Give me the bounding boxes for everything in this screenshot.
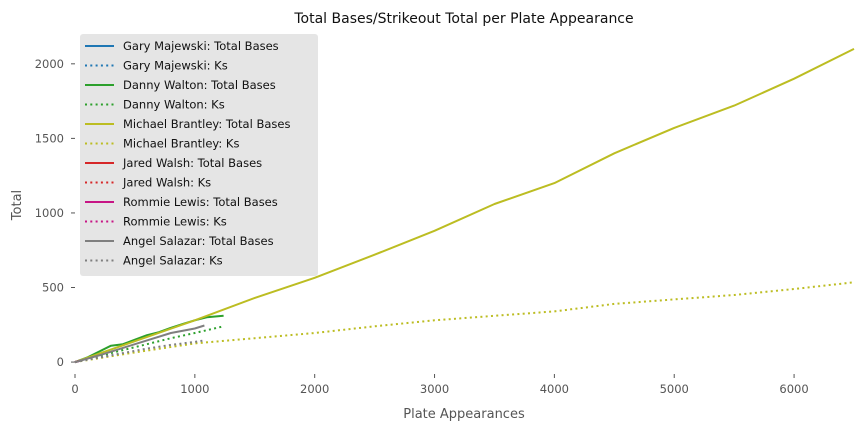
x-tick-label: 0 <box>71 382 78 396</box>
x-tick-label: 2000 <box>300 382 329 396</box>
legend: Gary Majewski: Total Bases Gary Majewski:… <box>80 34 318 276</box>
legend-entry: Angel Salazar: Ks <box>123 254 223 268</box>
series-line-michael-brantley-total-bases <box>74 48 855 364</box>
x-tick-label: 3000 <box>420 382 449 396</box>
y-axis-label: Total <box>10 190 25 221</box>
legend-entry: Angel Salazar: Total Bases <box>123 234 274 248</box>
x-tick-label: 1000 <box>180 382 209 396</box>
legend-box <box>80 34 318 276</box>
legend-entry: Gary Majewski: Total Bases <box>123 39 279 53</box>
legend-entry: Danny Walton: Ks <box>123 98 225 112</box>
y-tick-label: 0 <box>57 355 64 369</box>
series-line-michael-brantley-ks <box>74 281 855 364</box>
series-line-danny-walton-ks <box>74 325 224 364</box>
chart-title: Total Bases/Strikeout Total per Plate Ap… <box>293 11 633 27</box>
legend-entry: Danny Walton: Total Bases <box>123 78 276 92</box>
x-tick-label: 4000 <box>540 382 569 396</box>
y-tick-label: 500 <box>42 281 64 295</box>
legend-entry: Rommie Lewis: Total Bases <box>123 195 278 209</box>
series-line-angel-salazar-total-bases <box>74 324 205 364</box>
y-tick-label: 1000 <box>35 206 64 220</box>
x-tick-label: 6000 <box>779 382 808 396</box>
y-tick-label: 1500 <box>35 131 64 145</box>
legend-entry: Michael Brantley: Ks <box>123 137 239 151</box>
legend-entry: Gary Majewski: Ks <box>123 59 228 73</box>
legend-entry: Jared Walsh: Ks <box>122 176 211 190</box>
x-axis: 0 1000 2000 3000 4000 5000 6000 <box>71 374 809 396</box>
y-tick-label: 2000 <box>35 57 64 71</box>
x-axis-label: Plate Appearances <box>403 407 525 422</box>
legend-entry: Michael Brantley: Total Bases <box>123 117 290 131</box>
plot-area <box>74 48 855 364</box>
legend-entry: Rommie Lewis: Ks <box>123 215 227 229</box>
legend-entry: Jared Walsh: Total Bases <box>122 156 262 170</box>
y-axis: 0 500 1000 1500 2000 <box>35 57 75 369</box>
x-tick-label: 5000 <box>660 382 689 396</box>
